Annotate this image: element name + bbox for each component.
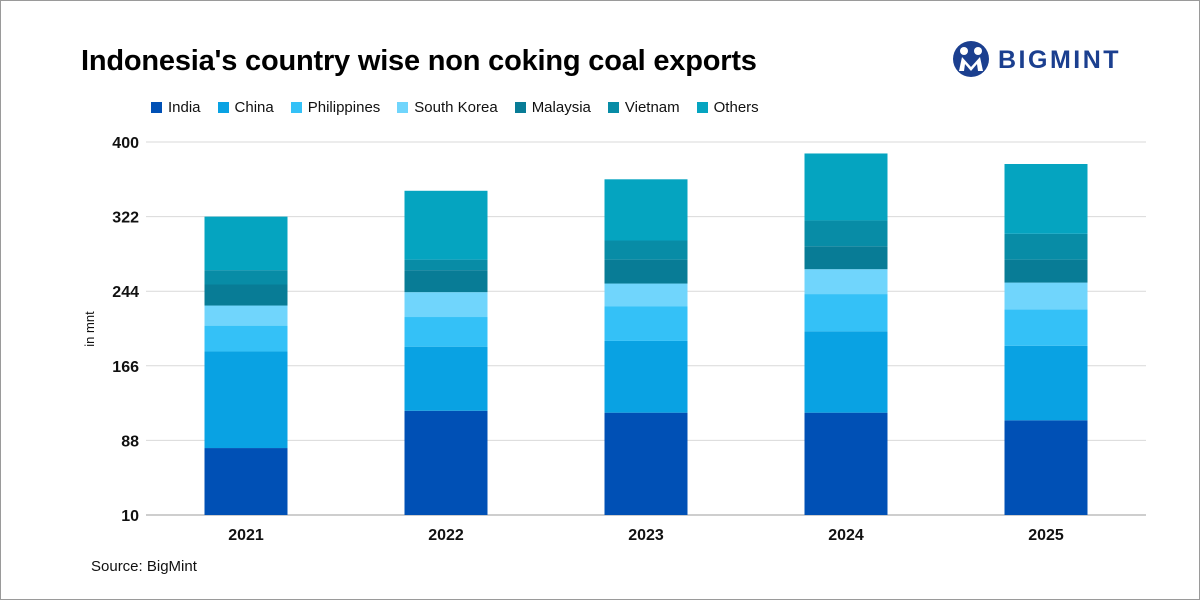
legend-item: Vietnam bbox=[607, 99, 680, 116]
x-tick-label: 2021 bbox=[228, 527, 264, 544]
y-tick-label: 322 bbox=[112, 210, 139, 227]
y-tick-label: 400 bbox=[112, 135, 139, 152]
y-tick-label: 244 bbox=[112, 284, 139, 301]
legend-swatch bbox=[290, 102, 302, 113]
source-note: Source: BigMint bbox=[91, 558, 197, 575]
bar-segment bbox=[204, 305, 288, 326]
bar-segment bbox=[604, 306, 688, 341]
bar-segment bbox=[1004, 233, 1088, 260]
bar-segment bbox=[404, 346, 488, 411]
bigmint-logo-icon bbox=[953, 41, 989, 77]
legend-label: Malaysia bbox=[531, 99, 591, 116]
bar-segment bbox=[1004, 259, 1088, 283]
bar-segment bbox=[204, 325, 288, 352]
legend-swatch bbox=[607, 102, 619, 113]
bigmint-logo: BIGMINT bbox=[951, 39, 1161, 83]
bar-segment bbox=[204, 270, 288, 285]
bar-segment bbox=[204, 216, 288, 271]
legend-label: South Korea bbox=[414, 99, 498, 116]
legend-item: South Korea bbox=[397, 99, 498, 116]
bar-segment bbox=[604, 179, 688, 241]
bar-segment bbox=[1004, 420, 1088, 515]
bar-segment bbox=[404, 270, 488, 293]
bar-segment bbox=[604, 412, 688, 515]
legend-swatch bbox=[696, 102, 708, 113]
legend-swatch bbox=[514, 102, 526, 113]
bar-segment bbox=[404, 317, 488, 347]
legend-item: China bbox=[217, 99, 274, 116]
x-tick-label: 2022 bbox=[428, 527, 464, 544]
chart-title: Indonesia's country wise non coking coal… bbox=[81, 45, 757, 77]
legend-label: Vietnam bbox=[624, 99, 680, 116]
y-tick-label: 166 bbox=[112, 359, 139, 376]
legend-item: Philippines bbox=[290, 99, 381, 116]
bar-segment bbox=[404, 292, 488, 318]
bar-segment bbox=[604, 240, 688, 260]
bar-segment bbox=[204, 351, 288, 449]
legend-item: Others bbox=[696, 99, 759, 116]
bar-segment bbox=[604, 340, 688, 413]
bar-segment bbox=[1004, 345, 1088, 421]
x-tick-label: 2024 bbox=[828, 527, 864, 544]
legend-label: Others bbox=[713, 99, 759, 116]
y-tick-label: 10 bbox=[121, 508, 139, 525]
bar-segment bbox=[404, 190, 488, 260]
logo-text: BIGMINT bbox=[998, 46, 1122, 74]
x-tick-label: 2025 bbox=[1028, 527, 1064, 544]
bar-segment bbox=[804, 153, 888, 221]
legend-label: China bbox=[234, 99, 274, 116]
bar-segment bbox=[804, 269, 888, 295]
bar-segment bbox=[804, 412, 888, 515]
bar-segment bbox=[804, 220, 888, 247]
bar-segment bbox=[804, 246, 888, 270]
bar-segment bbox=[1004, 282, 1088, 310]
y-tick-label: 88 bbox=[121, 433, 139, 450]
bar-segment bbox=[404, 410, 488, 515]
legend-item: Malaysia bbox=[514, 99, 591, 116]
bar-segment bbox=[1004, 163, 1088, 234]
bar-segment bbox=[804, 331, 888, 413]
bar-segment bbox=[204, 448, 288, 515]
bar-segment bbox=[604, 283, 688, 307]
legend-swatch bbox=[151, 102, 162, 113]
legend-swatch bbox=[397, 102, 409, 113]
bar-segment bbox=[804, 294, 888, 332]
legend-label: Philippines bbox=[307, 99, 381, 116]
legend-item: India bbox=[151, 99, 201, 116]
legend-swatch bbox=[217, 102, 229, 113]
legend-label: India bbox=[168, 99, 201, 116]
bar-segment bbox=[404, 259, 488, 271]
y-axis-label: in mnt bbox=[82, 311, 97, 347]
x-tick-label: 2023 bbox=[628, 527, 664, 544]
bar-segment bbox=[1004, 309, 1088, 346]
bar-segment bbox=[604, 259, 688, 284]
chart-legend: India China Philippines South Korea Malaysia… bbox=[151, 99, 759, 116]
bar-segment bbox=[204, 284, 288, 306]
